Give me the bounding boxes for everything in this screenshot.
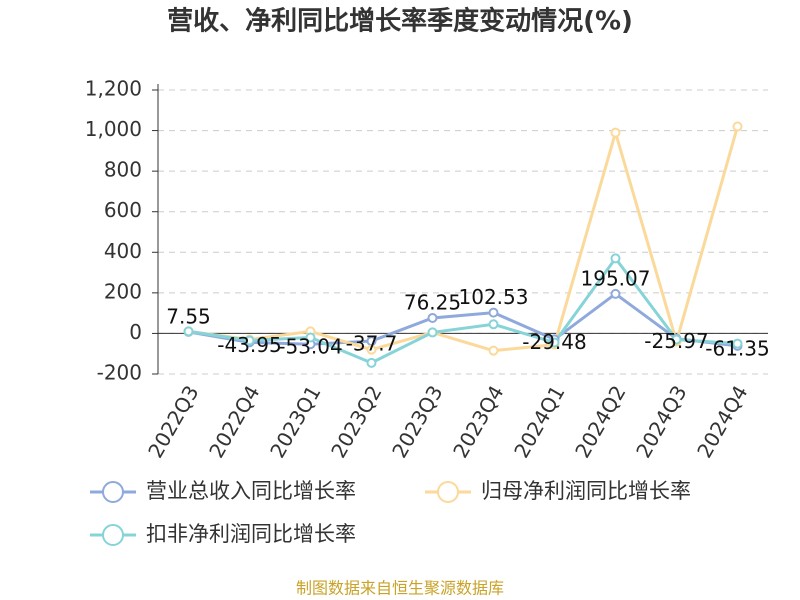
x-tick-label: 2024Q1 bbox=[509, 381, 569, 462]
point bbox=[427, 327, 438, 338]
point bbox=[671, 334, 682, 345]
x-tick-label: 2024Q3 bbox=[631, 381, 691, 462]
x-tick-label: 2023Q3 bbox=[387, 381, 447, 462]
point bbox=[610, 127, 621, 138]
legend-marker bbox=[102, 481, 124, 503]
source-note: 制图数据来自恒生聚源数据库 bbox=[296, 579, 504, 598]
point bbox=[183, 326, 194, 337]
data-label: -25.97 bbox=[644, 329, 708, 353]
point bbox=[549, 337, 560, 348]
y-tick-label: 1,000 bbox=[85, 117, 142, 141]
y-tick-label: 800 bbox=[104, 158, 142, 182]
point bbox=[366, 344, 377, 355]
data-label: 102.53 bbox=[459, 285, 529, 309]
y-tick-label: 400 bbox=[104, 239, 142, 263]
x-tick-label: 2024Q2 bbox=[570, 381, 630, 462]
data-label: 76.25 bbox=[404, 290, 461, 314]
point bbox=[488, 319, 499, 330]
point bbox=[610, 288, 621, 299]
point bbox=[732, 121, 743, 132]
point bbox=[610, 253, 621, 264]
point bbox=[427, 312, 438, 323]
x-tick-label: 2022Q3 bbox=[143, 381, 203, 462]
x-tick-label: 2023Q1 bbox=[265, 381, 325, 462]
x-tick-label: 2022Q4 bbox=[204, 381, 264, 462]
y-tick-label: 200 bbox=[104, 279, 142, 303]
y-tick-label: -200 bbox=[97, 361, 142, 385]
legend-label: 归母净利润同比增长率 bbox=[481, 479, 691, 503]
point bbox=[488, 307, 499, 318]
legend-label: 营业总收入同比增长率 bbox=[146, 479, 356, 503]
legend-item: 归母净利润同比增长率 bbox=[425, 479, 691, 503]
data-label: -61.35 bbox=[705, 336, 769, 360]
chart-title: 营收、净利同比增长率季度变动情况(%) bbox=[167, 6, 633, 37]
series-line bbox=[188, 126, 739, 353]
point bbox=[244, 335, 255, 346]
x-tick-label: 2023Q2 bbox=[326, 381, 386, 462]
point bbox=[305, 332, 316, 343]
data-label: -29.48 bbox=[522, 330, 586, 354]
data-label: 7.55 bbox=[166, 304, 211, 328]
y-tick-label: 1,200 bbox=[85, 77, 142, 101]
data-label: 195.07 bbox=[581, 266, 651, 290]
legend-item: 营业总收入同比增长率 bbox=[90, 479, 356, 503]
series-line bbox=[188, 291, 738, 348]
data-label: -43.95 bbox=[217, 333, 281, 357]
legend-item: 扣非净利润同比增长率 bbox=[90, 522, 356, 546]
legend-marker bbox=[437, 481, 459, 503]
legend-label: 扣非净利润同比增长率 bbox=[146, 522, 356, 546]
data-label: -53.04 bbox=[278, 335, 342, 359]
y-tick-label: 600 bbox=[104, 198, 142, 222]
point bbox=[366, 357, 377, 368]
x-tick-label: 2024Q4 bbox=[692, 381, 752, 462]
series-line bbox=[188, 255, 738, 365]
y-tick-label: 0 bbox=[129, 320, 142, 344]
data-label: -37.7 bbox=[346, 332, 398, 356]
legend-marker bbox=[102, 524, 124, 546]
point bbox=[488, 345, 499, 356]
x-tick-label: 2023Q4 bbox=[448, 381, 508, 462]
point bbox=[732, 338, 743, 349]
